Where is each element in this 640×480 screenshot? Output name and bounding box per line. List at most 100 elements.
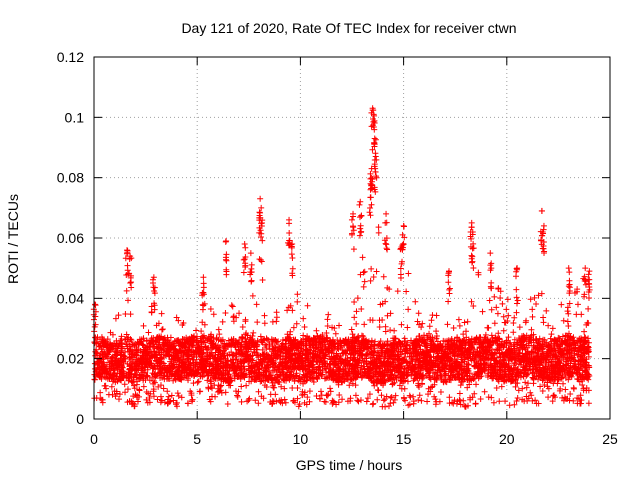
data-point bbox=[222, 389, 229, 396]
data-point bbox=[504, 296, 511, 303]
data-point bbox=[405, 306, 412, 313]
data-point bbox=[255, 354, 262, 361]
data-point bbox=[110, 341, 117, 348]
data-point bbox=[496, 398, 503, 405]
data-point bbox=[134, 392, 141, 399]
data-point bbox=[232, 341, 239, 348]
data-point bbox=[166, 367, 173, 374]
data-point bbox=[211, 382, 218, 389]
data-point bbox=[325, 311, 332, 318]
data-point bbox=[392, 335, 399, 342]
data-point bbox=[581, 334, 588, 341]
data-point bbox=[500, 313, 507, 320]
data-point bbox=[444, 345, 451, 352]
data-point bbox=[158, 326, 165, 333]
data-point bbox=[294, 395, 301, 402]
data-point bbox=[216, 344, 223, 351]
data-point bbox=[287, 357, 294, 364]
data-point bbox=[495, 285, 502, 292]
data-point bbox=[118, 370, 125, 377]
data-point bbox=[457, 352, 464, 359]
data-point bbox=[511, 366, 518, 373]
data-point bbox=[528, 392, 535, 399]
data-point bbox=[323, 330, 330, 337]
data-point bbox=[405, 402, 412, 409]
data-point bbox=[384, 338, 391, 345]
data-point bbox=[271, 344, 278, 351]
data-point bbox=[150, 378, 157, 385]
data-point bbox=[311, 368, 318, 375]
data-point bbox=[462, 352, 469, 359]
data-point bbox=[253, 359, 260, 366]
data-point bbox=[324, 322, 331, 329]
data-point bbox=[415, 310, 422, 317]
data-point bbox=[175, 317, 182, 324]
data-point bbox=[464, 402, 471, 409]
data-point bbox=[506, 354, 513, 361]
data-point bbox=[405, 371, 412, 378]
data-point bbox=[375, 229, 382, 236]
data-point bbox=[178, 376, 185, 383]
data-point bbox=[457, 342, 464, 349]
data-point bbox=[261, 382, 268, 389]
data-point bbox=[445, 337, 452, 344]
data-point bbox=[318, 392, 325, 399]
data-point bbox=[479, 367, 486, 374]
data-point bbox=[194, 379, 201, 386]
data-point bbox=[447, 357, 454, 364]
data-point bbox=[400, 378, 407, 385]
data-point bbox=[552, 337, 559, 344]
data-point bbox=[585, 339, 592, 346]
data-point bbox=[374, 356, 381, 363]
data-point bbox=[565, 368, 572, 375]
data-point bbox=[476, 349, 483, 356]
data-point bbox=[308, 336, 315, 343]
data-point bbox=[582, 338, 589, 345]
data-point bbox=[261, 320, 268, 327]
data-point bbox=[127, 311, 134, 318]
data-point bbox=[144, 366, 151, 373]
data-point bbox=[259, 360, 266, 367]
data-point bbox=[184, 352, 191, 359]
data-point bbox=[115, 312, 122, 319]
data-point bbox=[488, 349, 495, 356]
data-point bbox=[207, 306, 214, 313]
data-point bbox=[471, 371, 478, 378]
data-point bbox=[196, 344, 203, 351]
data-point bbox=[282, 359, 289, 366]
data-point bbox=[308, 372, 315, 379]
data-point bbox=[354, 397, 361, 404]
data-point bbox=[492, 335, 499, 342]
data-point bbox=[146, 349, 153, 356]
data-point bbox=[399, 348, 406, 355]
data-point bbox=[334, 345, 341, 352]
data-point bbox=[452, 374, 459, 381]
data-point bbox=[289, 363, 296, 370]
data-point bbox=[252, 397, 259, 404]
data-point bbox=[129, 400, 136, 407]
data-point bbox=[545, 394, 552, 401]
data-point bbox=[375, 224, 382, 231]
data-point bbox=[545, 352, 552, 359]
data-point bbox=[290, 324, 297, 331]
data-point bbox=[164, 388, 171, 395]
data-point bbox=[472, 401, 479, 408]
data-point bbox=[294, 298, 301, 305]
data-point bbox=[232, 356, 239, 363]
data-point bbox=[301, 399, 308, 406]
data-point bbox=[341, 338, 348, 345]
data-point bbox=[527, 337, 534, 344]
data-point bbox=[401, 335, 408, 342]
data-point bbox=[313, 327, 320, 334]
data-point bbox=[294, 355, 301, 362]
data-point bbox=[148, 337, 155, 344]
data-point bbox=[185, 358, 192, 365]
data-point bbox=[465, 339, 472, 346]
data-point bbox=[447, 355, 454, 362]
data-point bbox=[358, 332, 365, 339]
data-point bbox=[143, 396, 150, 403]
data-point bbox=[444, 358, 451, 365]
data-point bbox=[475, 271, 482, 278]
data-point bbox=[178, 352, 185, 359]
data-point bbox=[579, 382, 586, 389]
